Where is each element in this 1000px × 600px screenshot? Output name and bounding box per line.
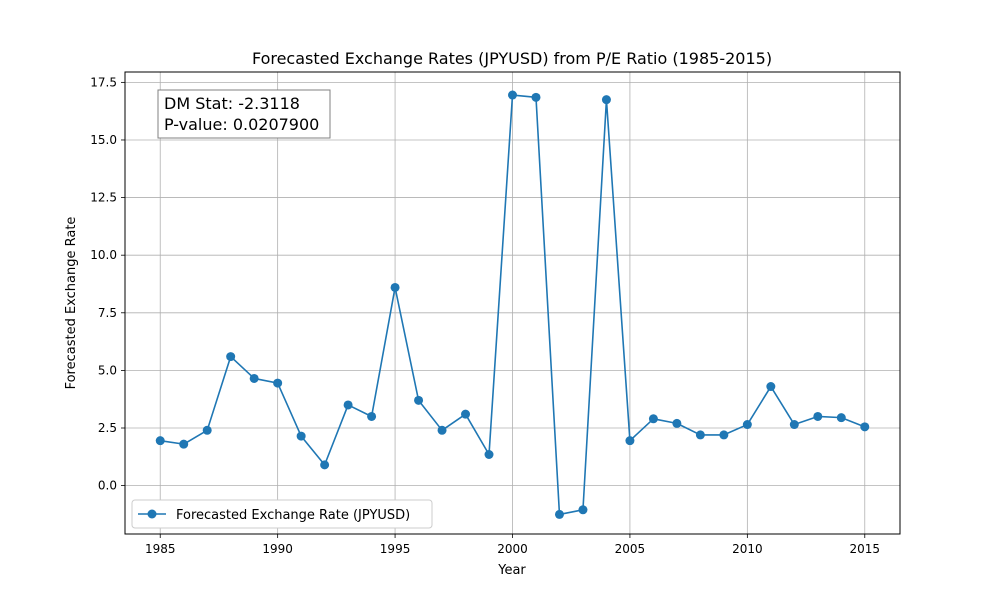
data-point <box>461 409 471 419</box>
data-point <box>155 436 165 446</box>
data-point <box>202 425 212 435</box>
grid <box>125 72 900 534</box>
data-point <box>860 422 870 432</box>
y-tick-label: 17.5 <box>90 75 117 89</box>
data-point <box>390 282 400 292</box>
data-point <box>719 430 729 440</box>
y-tick-label: 5.0 <box>98 363 117 377</box>
data-point <box>179 439 189 449</box>
data-point <box>766 382 776 392</box>
data-point <box>273 378 283 388</box>
y-axis-label: Forecasted Exchange Rate <box>64 217 79 390</box>
legend: Forecasted Exchange Rate (JPYUSD) <box>131 499 433 529</box>
x-axis-ticks: 1985 1990 1995 2000 2005 2010 2015 <box>145 534 880 556</box>
data-point <box>531 92 541 102</box>
y-tick-label: 10.0 <box>90 248 117 262</box>
y-tick-label: 12.5 <box>90 191 117 205</box>
data-point <box>813 411 823 421</box>
y-axis-ticks: 0.0 2.5 5.0 7.5 10.0 12.5 15.0 17.5 <box>90 75 125 493</box>
x-tick-label: 2000 <box>497 542 528 556</box>
data-point <box>296 431 306 441</box>
chart-title: Forecasted Exchange Rates (JPYUSD) from … <box>252 49 772 68</box>
data-point <box>414 395 424 405</box>
x-axis-label: Year <box>497 563 526 578</box>
data-point <box>437 425 447 435</box>
x-tick-label: 1985 <box>145 542 176 556</box>
data-point <box>578 505 588 515</box>
y-tick-label: 0.0 <box>98 479 117 493</box>
data-point <box>554 509 564 519</box>
series-layer <box>155 90 870 519</box>
data-point <box>484 450 494 460</box>
x-tick-label: 1990 <box>262 542 293 556</box>
y-tick-label: 15.0 <box>90 133 117 147</box>
legend-marker-swatch <box>147 509 157 519</box>
legend-box <box>131 499 433 529</box>
x-tick-label: 1995 <box>380 542 411 556</box>
data-point <box>249 373 259 383</box>
data-point <box>367 411 377 421</box>
data-point <box>226 352 236 362</box>
legend-label: Forecasted Exchange Rate (JPYUSD) <box>176 508 410 523</box>
data-point <box>695 430 705 440</box>
stat-annotation-box <box>157 89 331 139</box>
data-point <box>648 414 658 424</box>
data-point <box>625 436 635 446</box>
y-tick-label: 2.5 <box>98 421 117 435</box>
x-tick-label: 2015 <box>849 542 880 556</box>
data-point <box>320 460 330 470</box>
data-point <box>601 95 611 105</box>
stat-annotation: DM Stat: -2.3118 P-value: 0.0207900 <box>157 89 331 139</box>
plot-frame <box>124 71 901 535</box>
data-point <box>343 400 353 410</box>
data-point <box>836 413 846 423</box>
data-point <box>672 418 682 428</box>
dm-stat-text: DM Stat: -2.3118 <box>164 94 300 113</box>
p-value-text: P-value: 0.0207900 <box>164 115 319 134</box>
data-point <box>789 420 799 430</box>
data-point <box>742 420 752 430</box>
data-point <box>508 90 517 100</box>
y-tick-label: 7.5 <box>98 306 117 320</box>
x-tick-label: 2010 <box>732 542 763 556</box>
x-tick-label: 2005 <box>615 542 646 556</box>
